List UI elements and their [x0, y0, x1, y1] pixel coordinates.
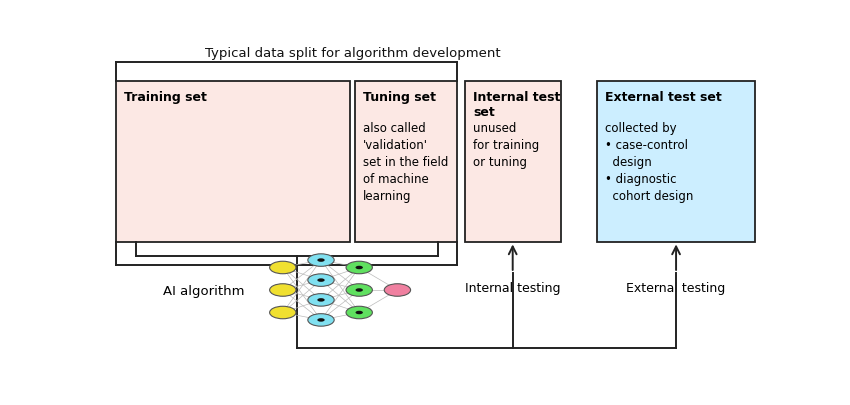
- Circle shape: [355, 311, 363, 315]
- FancyBboxPatch shape: [597, 81, 755, 242]
- Circle shape: [355, 288, 363, 292]
- Text: AI algorithm: AI algorithm: [163, 284, 245, 297]
- Text: External testing: External testing: [626, 281, 726, 294]
- Circle shape: [269, 307, 296, 319]
- Circle shape: [384, 284, 411, 296]
- FancyBboxPatch shape: [355, 81, 457, 242]
- Circle shape: [269, 284, 296, 296]
- Circle shape: [346, 262, 372, 274]
- Text: Typical data split for algorithm development: Typical data split for algorithm develop…: [205, 47, 501, 60]
- Circle shape: [346, 284, 372, 296]
- Circle shape: [346, 307, 372, 319]
- Text: External test set: External test set: [605, 91, 722, 104]
- Circle shape: [269, 262, 296, 274]
- Text: Internal testing: Internal testing: [465, 281, 560, 294]
- Text: Internal test
set: Internal test set: [473, 91, 560, 119]
- Circle shape: [308, 314, 334, 326]
- Circle shape: [317, 318, 325, 322]
- Circle shape: [317, 259, 325, 262]
- Text: collected by
• case-control
  design
• diagnostic
  cohort design: collected by • case-control design • dia…: [605, 122, 694, 202]
- Text: also called
'validation'
set in the field
of machine
learning: also called 'validation' set in the fiel…: [363, 122, 449, 202]
- Text: Training set: Training set: [124, 91, 207, 104]
- Circle shape: [317, 298, 325, 302]
- Circle shape: [308, 254, 334, 266]
- Circle shape: [308, 294, 334, 307]
- Text: unused
for training
or tuning: unused for training or tuning: [473, 122, 540, 169]
- Circle shape: [308, 274, 334, 287]
- Circle shape: [317, 279, 325, 282]
- Circle shape: [355, 266, 363, 270]
- Text: Tuning set: Tuning set: [363, 91, 436, 104]
- FancyBboxPatch shape: [465, 81, 561, 242]
- FancyBboxPatch shape: [116, 81, 350, 242]
